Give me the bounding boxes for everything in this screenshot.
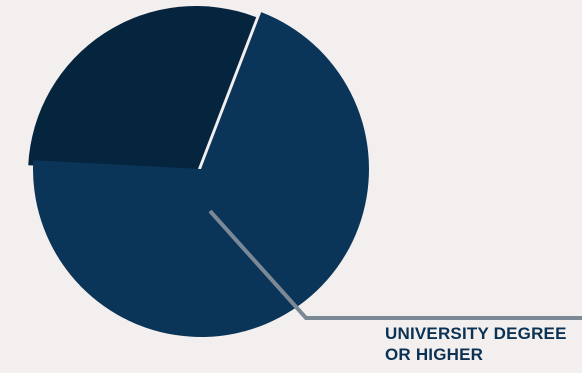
callout-label: UNIVERSITY DEGREE OR HIGHER: [385, 323, 567, 365]
pie-slice-1: [28, 5, 257, 175]
callout-leader-line: [208, 209, 582, 320]
callout-label-line-2: OR HIGHER: [385, 345, 484, 364]
pie-slices: [28, 5, 369, 337]
callout-label-line-1: UNIVERSITY DEGREE: [385, 324, 567, 343]
pie-slice-2: [32, 12, 369, 337]
